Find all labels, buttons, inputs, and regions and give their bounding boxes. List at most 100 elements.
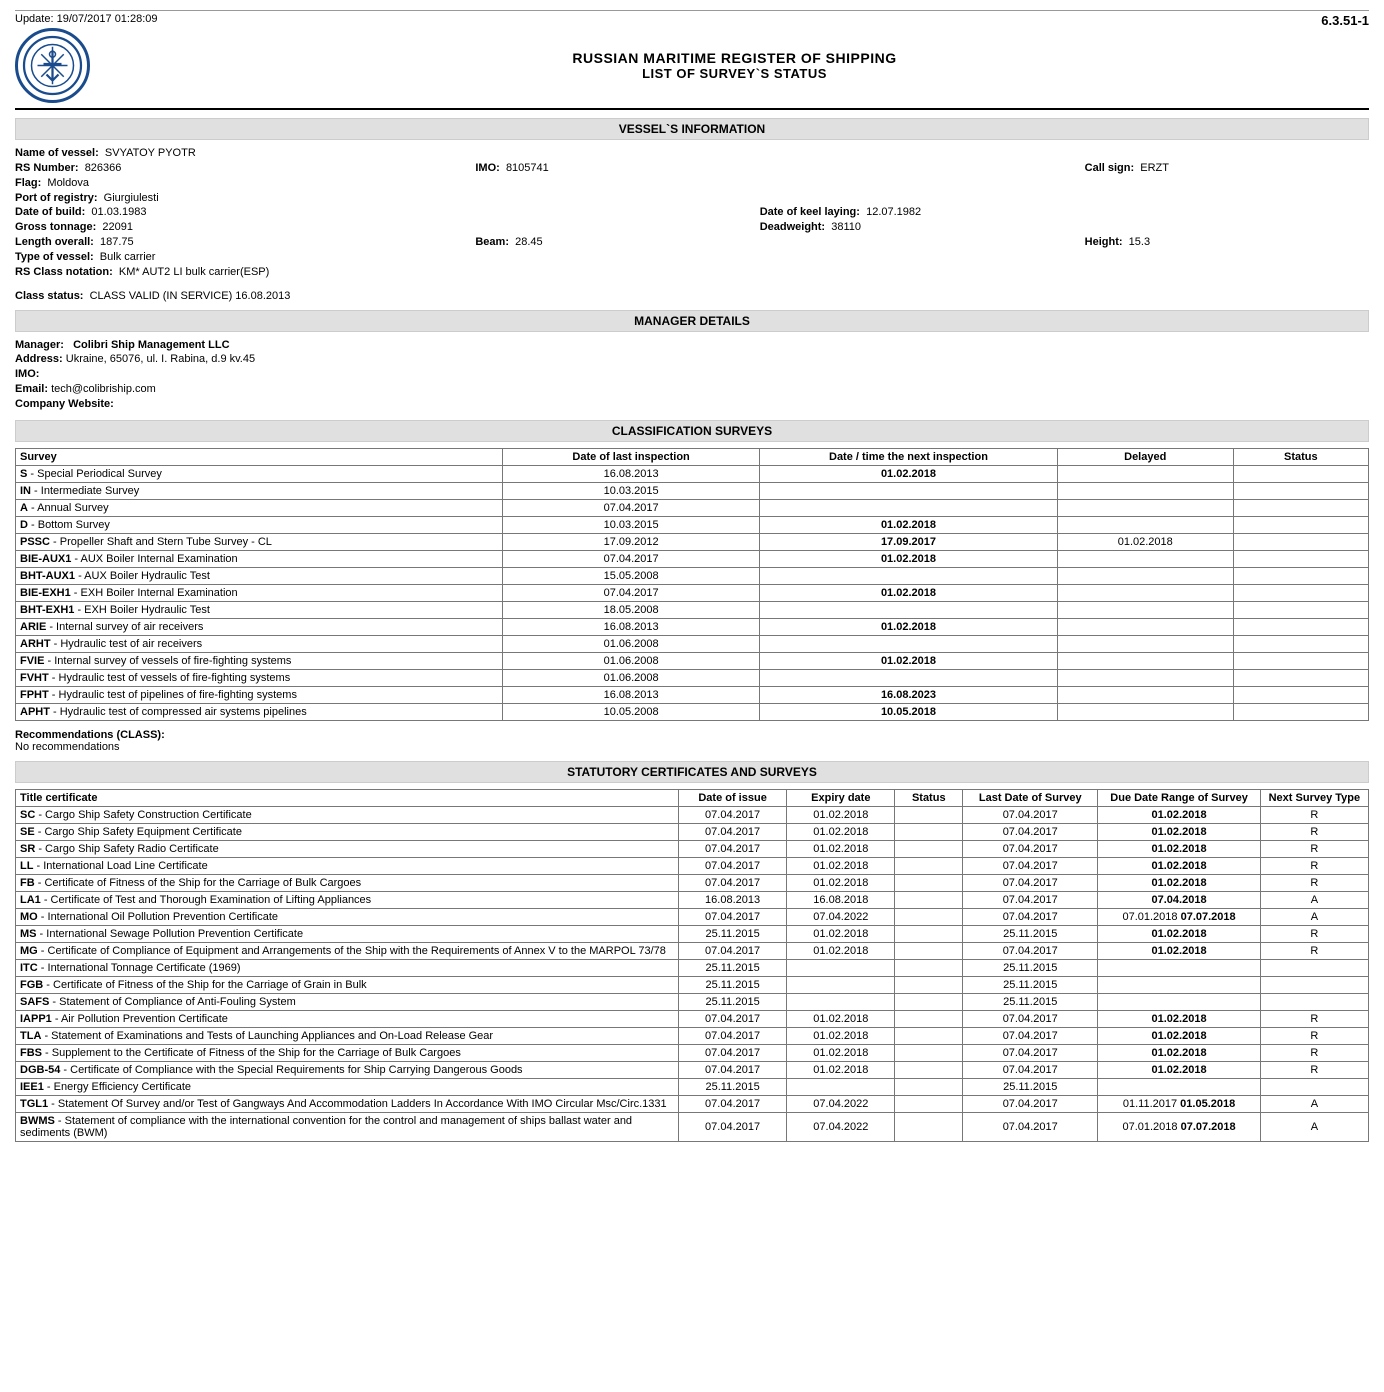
status-cell (895, 959, 963, 976)
expiry-cell: 07.04.2022 (787, 908, 895, 925)
keel-value: 12.07.1982 (866, 206, 921, 218)
cert-title-cell: MS - International Sewage Pollution Prev… (16, 925, 679, 942)
last-survey-cell: 25.11.2015 (963, 959, 1098, 976)
survey-cell: BHT-EXH1 - EXH Boiler Hydraulic Test (16, 601, 503, 618)
next-cell: 01.02.2018 (760, 584, 1058, 601)
recs-text: No recommendations (15, 741, 1369, 753)
last-cell: 07.04.2017 (503, 584, 760, 601)
next-cell: 17.09.2017 (760, 533, 1058, 550)
status-cell (895, 1027, 963, 1044)
table-row: ITC - International Tonnage Certificate … (16, 959, 1369, 976)
cert-title-cell: LA1 - Certificate of Test and Thorough E… (16, 891, 679, 908)
due-cell: 01.02.2018 (1098, 942, 1260, 959)
issue-cell: 07.04.2017 (678, 1095, 786, 1112)
section-class-surveys: CLASSIFICATION SURVEYS (15, 420, 1369, 442)
due-cell: 01.02.2018 (1098, 1027, 1260, 1044)
table-row: SC - Cargo Ship Safety Construction Cert… (16, 806, 1369, 823)
delayed-cell (1057, 635, 1233, 652)
expiry-cell: 01.02.2018 (787, 823, 895, 840)
issue-cell: 25.11.2015 (678, 959, 786, 976)
issue-cell: 07.04.2017 (678, 942, 786, 959)
title-block: RUSSIAN MARITIME REGISTER OF SHIPPING LI… (100, 50, 1369, 81)
last-survey-cell: 25.11.2015 (963, 993, 1098, 1010)
status-cell (895, 1112, 963, 1141)
status-cell (1233, 652, 1368, 669)
header-block: RUSSIAN MARITIME REGISTER OF SHIPPING LI… (15, 28, 1369, 103)
notation-value: KM* AUT2 LI bulk carrier(ESP) (119, 266, 269, 278)
last-survey-cell: 07.04.2017 (963, 942, 1098, 959)
table-row: D - Bottom Survey10.03.201501.02.2018 (16, 516, 1369, 533)
expiry-cell: 01.02.2018 (787, 857, 895, 874)
table-row: FGB - Certificate of Fitness of the Ship… (16, 976, 1369, 993)
last-cell: 17.09.2012 (503, 533, 760, 550)
expiry-cell: 01.02.2018 (787, 942, 895, 959)
next-cell (760, 499, 1058, 516)
last-survey-cell: 07.04.2017 (963, 857, 1098, 874)
last-cell: 16.08.2013 (503, 686, 760, 703)
table-row: APHT - Hydraulic test of compressed air … (16, 703, 1369, 720)
dw-value: 38110 (831, 221, 861, 233)
last-survey-cell: 07.04.2017 (963, 840, 1098, 857)
table-row: BWMS - Statement of compliance with the … (16, 1112, 1369, 1141)
next-cell (760, 635, 1058, 652)
vessel-info-grid: Name of vessel: SVYATOY PYOTR RS Number:… (15, 146, 1369, 280)
delayed-cell (1057, 703, 1233, 720)
status-cell (895, 806, 963, 823)
status-cell (895, 925, 963, 942)
due-cell: 01.02.2018 (1098, 874, 1260, 891)
stat-th: Title certificate (16, 789, 679, 806)
table-row: ARHT - Hydraulic test of air receivers01… (16, 635, 1369, 652)
survey-cell: FVHT - Hydraulic test of vessels of fire… (16, 669, 503, 686)
due-cell: 01.02.2018 (1098, 1010, 1260, 1027)
delayed-cell (1057, 601, 1233, 618)
status-cell (1233, 669, 1368, 686)
issue-cell: 25.11.2015 (678, 976, 786, 993)
table-row: ARIE - Internal survey of air receivers1… (16, 618, 1369, 635)
expiry-cell (787, 976, 895, 993)
type-value: Bulk carrier (100, 251, 156, 263)
last-cell: 01.06.2008 (503, 635, 760, 652)
next-cell (760, 669, 1058, 686)
status-cell (1233, 703, 1368, 720)
table-row: BHT-EXH1 - EXH Boiler Hydraulic Test18.0… (16, 601, 1369, 618)
loa-value: 187.75 (100, 236, 134, 248)
table-row: A - Annual Survey07.04.2017 (16, 499, 1369, 516)
survey-cell: BIE-AUX1 - AUX Boiler Internal Examinati… (16, 550, 503, 567)
stat-th: Date of issue (678, 789, 786, 806)
call-label: Call sign: (1085, 162, 1135, 174)
table-row: LL - International Load Line Certificate… (16, 857, 1369, 874)
keel-label: Date of keel laying: (760, 206, 860, 218)
table-row: SR - Cargo Ship Safety Radio Certificate… (16, 840, 1369, 857)
issue-cell: 25.11.2015 (678, 1078, 786, 1095)
delayed-cell: 01.02.2018 (1057, 533, 1233, 550)
title-main: RUSSIAN MARITIME REGISTER OF SHIPPING (100, 50, 1369, 66)
table-row: BIE-EXH1 - EXH Boiler Internal Examinati… (16, 584, 1369, 601)
imo-value: 8105741 (506, 162, 549, 174)
due-cell (1098, 1078, 1260, 1095)
next-type-cell: R (1260, 1010, 1368, 1027)
dw-label: Deadweight: (760, 221, 825, 233)
issue-cell: 07.04.2017 (678, 908, 786, 925)
expiry-cell: 01.02.2018 (787, 1044, 895, 1061)
table-row: FB - Certificate of Fitness of the Ship … (16, 874, 1369, 891)
last-survey-cell: 25.11.2015 (963, 976, 1098, 993)
status-cell (895, 874, 963, 891)
class-th: Date / time the next inspection (760, 448, 1058, 465)
last-cell: 15.05.2008 (503, 567, 760, 584)
next-type-cell: A (1260, 1112, 1368, 1141)
gt-value: 22091 (102, 221, 133, 233)
survey-cell: D - Bottom Survey (16, 516, 503, 533)
table-row: LA1 - Certificate of Test and Thorough E… (16, 891, 1369, 908)
table-row: SAFS - Statement of Compliance of Anti-F… (16, 993, 1369, 1010)
expiry-cell (787, 993, 895, 1010)
addr-value: Ukraine, 65076, ul. I. Rabina, d.9 kv.45 (66, 353, 255, 365)
rs-label: RS Number: (15, 162, 79, 174)
due-cell: 01.02.2018 (1098, 806, 1260, 823)
due-cell: 01.11.2017 01.05.2018 (1098, 1095, 1260, 1112)
name-value: SVYATOY PYOTR (105, 147, 196, 159)
doc-code: 6.3.51-1 (1321, 13, 1369, 28)
next-cell: 01.02.2018 (760, 516, 1058, 533)
cert-title-cell: MO - International Oil Pollution Prevent… (16, 908, 679, 925)
web-label: Company Website: (15, 398, 114, 410)
last-cell: 10.03.2015 (503, 516, 760, 533)
